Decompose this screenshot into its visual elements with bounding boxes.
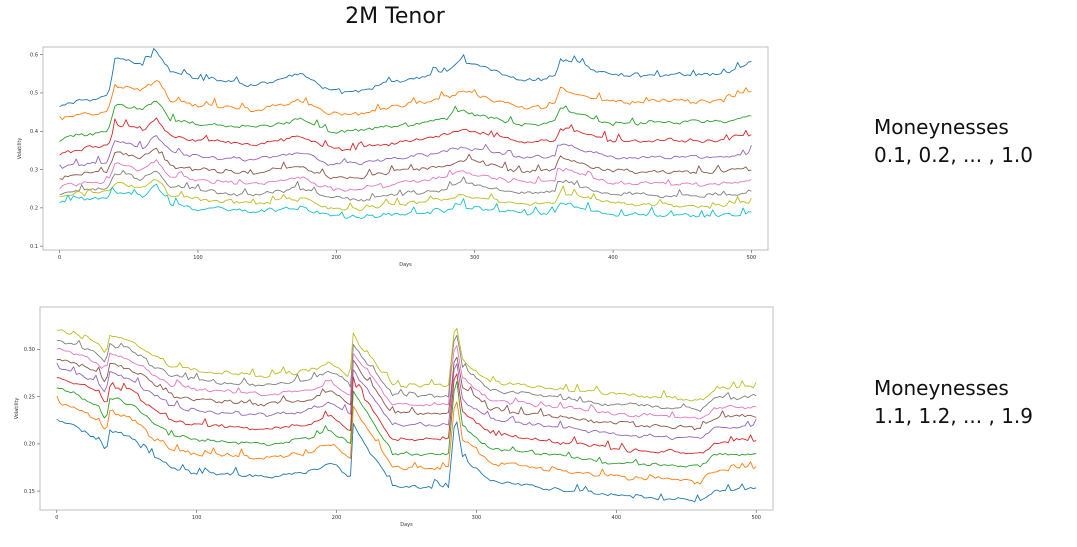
y-axis-label: Volatility bbox=[14, 398, 20, 420]
series-line bbox=[59, 147, 752, 180]
series-line bbox=[59, 179, 752, 212]
series-line bbox=[59, 117, 752, 156]
series-line bbox=[56, 380, 757, 468]
series-line bbox=[56, 362, 757, 441]
x-axis-label: Days bbox=[400, 522, 413, 528]
x-tick-label: 400 bbox=[612, 515, 622, 521]
x-tick-label: 200 bbox=[332, 255, 342, 261]
y-tick-label: 0.15 bbox=[24, 489, 35, 495]
y-tick-label: 0.2 bbox=[30, 206, 38, 212]
series-line bbox=[59, 159, 752, 192]
annotation-range: 0.1, 0.2, ... , 1.0 bbox=[874, 143, 1033, 167]
y-tick-label: 0.3 bbox=[30, 167, 38, 173]
plot-frame bbox=[39, 306, 774, 511]
annotation-heading: Moneynesses bbox=[874, 376, 1009, 400]
x-tick-label: 400 bbox=[608, 255, 618, 261]
y-tick-label: 0.1 bbox=[30, 244, 38, 250]
series-line bbox=[56, 373, 757, 455]
annotation-heading: Moneynesses bbox=[874, 115, 1009, 139]
x-tick-label: 200 bbox=[332, 515, 342, 521]
series-line bbox=[56, 356, 757, 431]
x-tick-label: 500 bbox=[747, 255, 757, 261]
plot-frame bbox=[42, 46, 769, 251]
page-title: 2M Tenor bbox=[345, 4, 445, 29]
y-tick-label: 0.20 bbox=[24, 442, 35, 448]
y-axis-label: Volatility bbox=[17, 138, 23, 160]
annotation-range: 1.1, 1.2, ... , 1.9 bbox=[874, 404, 1033, 428]
series-line bbox=[59, 80, 752, 121]
series-line bbox=[56, 396, 757, 485]
moneyness-annotation-top: Moneynesses 0.1, 0.2, ... , 1.0 bbox=[874, 113, 1033, 169]
y-tick-label: 0.6 bbox=[30, 52, 38, 58]
series-line bbox=[59, 169, 752, 202]
series-line bbox=[59, 48, 752, 108]
x-tick-label: 0 bbox=[58, 255, 61, 261]
x-tick-label: 500 bbox=[751, 515, 761, 521]
series-line bbox=[59, 135, 752, 169]
y-tick-label: 0.5 bbox=[30, 91, 38, 97]
x-tick-label: 100 bbox=[192, 515, 202, 521]
series-line bbox=[59, 100, 752, 142]
x-tick-label: 300 bbox=[470, 255, 480, 261]
series-line bbox=[59, 183, 752, 219]
x-tick-label: 0 bbox=[55, 515, 58, 521]
x-tick-label: 300 bbox=[472, 515, 482, 521]
series-line bbox=[56, 334, 757, 412]
series-line bbox=[56, 418, 757, 503]
y-tick-label: 0.25 bbox=[24, 394, 35, 400]
y-tick-label: 0.4 bbox=[30, 129, 38, 135]
x-tick-label: 100 bbox=[193, 255, 203, 261]
series-line bbox=[56, 345, 757, 420]
y-tick-label: 0.30 bbox=[24, 347, 35, 353]
series-line bbox=[56, 327, 757, 402]
moneyness-annotation-bottom: Moneynesses 1.1, 1.2, ... , 1.9 bbox=[874, 374, 1033, 430]
x-axis-label: Days bbox=[399, 262, 412, 268]
